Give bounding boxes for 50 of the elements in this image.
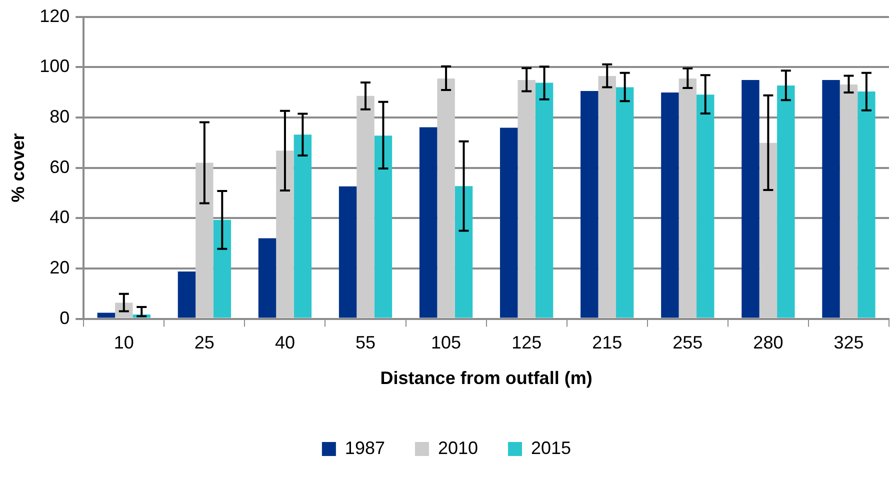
bar [759,142,778,318]
bar [374,136,392,318]
y-tick-label: 80 [50,106,70,126]
bar [196,162,214,318]
bar [858,92,876,318]
bar [356,96,374,318]
bar [580,91,598,318]
x-tick-label: 280 [753,332,784,353]
bar [419,127,438,318]
x-tick-label: 105 [431,332,462,353]
x-tick-label: 40 [274,332,295,353]
y-tick-label: 100 [40,56,70,76]
legend-label: 2010 [438,438,478,458]
bar [437,78,455,318]
bar [97,312,116,318]
x-tick-label: 25 [194,332,214,353]
bar [454,186,473,318]
bar [338,186,357,318]
bar [840,84,858,318]
bar [258,238,276,318]
bar [822,80,840,318]
x-tick-label: 125 [512,332,542,353]
bar [294,134,312,318]
y-tick-label: 120 [40,6,70,26]
bar [518,80,536,318]
bar [500,128,518,318]
bar [742,80,760,318]
y-axis-title: % cover [8,133,28,202]
bar [213,220,232,318]
y-tick-label: 0 [60,308,70,328]
bar [276,150,294,318]
bar [598,76,616,318]
legend-label: 1987 [344,438,385,458]
x-axis-title: Distance from outfall (m) [380,368,592,388]
y-tick-label: 60 [50,156,70,177]
y-tick-label: 20 [50,257,70,278]
legend-label: 2015 [531,438,572,458]
bar [178,271,196,318]
x-tick-label: 215 [592,332,622,353]
bar [535,82,554,318]
y-tick-label: 40 [50,207,70,228]
bar [661,92,679,318]
x-tick-label: 55 [355,332,376,353]
bar [777,86,795,318]
x-tick-label: 255 [672,332,703,353]
x-tick-label: 10 [114,332,134,353]
bar [616,87,634,318]
bar [678,78,697,318]
bar [696,94,714,318]
x-tick-label: 325 [834,332,864,353]
